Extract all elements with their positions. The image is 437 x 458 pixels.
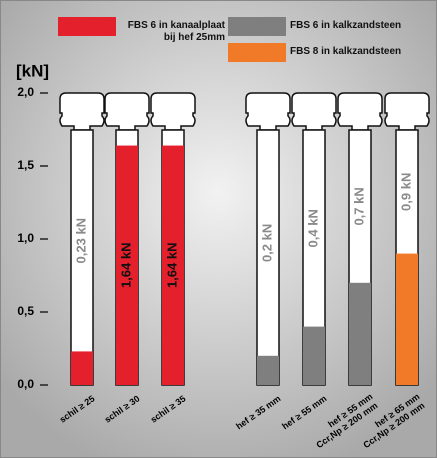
value-label: 0,9 kN <box>398 173 413 211</box>
screw-head <box>150 92 196 131</box>
y-tick-label: 1,5 <box>17 158 34 172</box>
bar <box>396 253 418 385</box>
bar <box>116 145 138 385</box>
screw-head <box>337 92 383 131</box>
legend-label: FBS 6 in kalkzandsteen <box>290 20 402 31</box>
bar <box>162 145 184 385</box>
y-tick-label: 2,0 <box>17 85 34 99</box>
value-label: 0,2 kN <box>259 224 274 262</box>
legend-label: FBS 8 in kalkzandsteen <box>290 46 402 57</box>
bar <box>303 326 325 385</box>
legend-label: FBS 6 in kanaalplaat bij hef 25mm <box>127 20 225 43</box>
value-label: 0,7 kN <box>351 187 366 225</box>
y-axis-label: [kN] <box>16 61 49 80</box>
y-tick-label: 0,0 <box>17 377 34 391</box>
value-label: 1,64 kN <box>164 243 179 289</box>
screw-head <box>384 92 430 131</box>
screw-head <box>245 92 291 131</box>
legend-swatch <box>228 43 286 62</box>
y-tick-label: 0,5 <box>17 304 34 318</box>
screw-head <box>104 92 150 131</box>
value-label: 0,4 kN <box>305 209 320 247</box>
screw-head <box>291 92 337 131</box>
screw-head <box>59 92 105 131</box>
bar <box>349 282 371 385</box>
legend-swatch <box>228 17 286 36</box>
bar <box>71 351 93 385</box>
y-tick-label: 1,0 <box>17 231 34 245</box>
bar <box>257 355 279 385</box>
legend-swatch <box>58 17 116 36</box>
value-label: 0,23 kN <box>73 218 88 264</box>
value-label: 1,64 kN <box>118 243 133 289</box>
